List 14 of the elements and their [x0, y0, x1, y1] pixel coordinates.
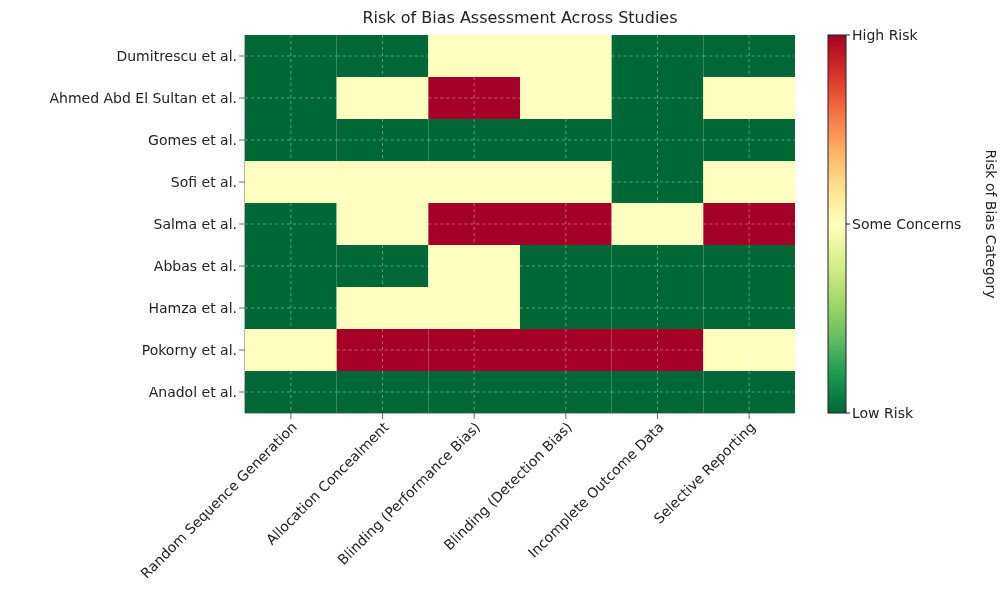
color-bar-title: Risk of Bias Category — [983, 149, 999, 299]
y-tick-label: Abbas et al. — [153, 257, 237, 274]
y-tick-label: Hamza et al. — [148, 299, 237, 316]
y-tick-label: Ahmed Abd El Sultan et al. — [49, 89, 237, 106]
y-tick-label: Dumitrescu et al. — [116, 47, 237, 64]
y-tick-label: Salma et al. — [153, 215, 237, 232]
color-bar-label: Some Concerns — [852, 215, 962, 232]
y-tick-label: Sofi et al. — [170, 173, 237, 190]
color-bar-label: High Risk — [852, 26, 919, 43]
chart-title: Risk of Bias Assessment Across Studies — [361, 8, 679, 27]
color-bar-label: Low Risk — [852, 404, 914, 421]
y-tick-label: Anadol et al. — [148, 383, 237, 400]
y-tick-label: Pokorny et al. — [141, 341, 237, 358]
y-tick-label: Gomes et al. — [148, 131, 237, 148]
